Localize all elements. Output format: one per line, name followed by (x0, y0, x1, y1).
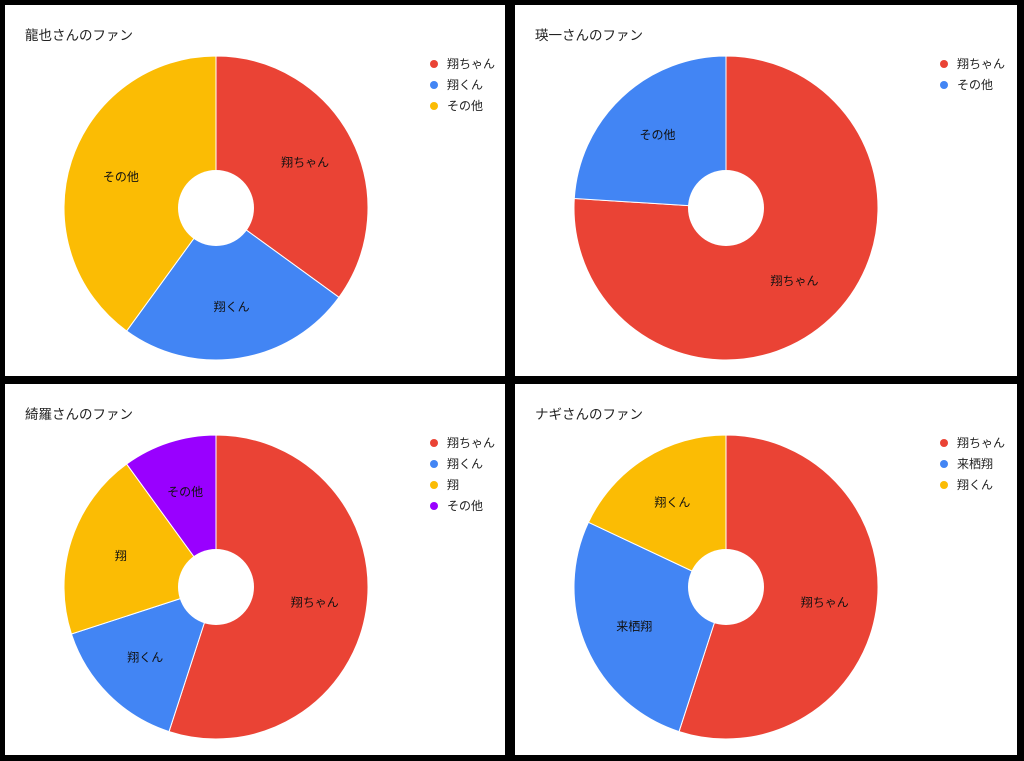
donut-hole (688, 549, 764, 625)
chart-legend: 翔ちゃん 来栖翔 翔くん (940, 432, 1005, 495)
pie-slice (587, 434, 727, 588)
slice-label: 翔くん (127, 651, 163, 665)
legend-dot (940, 80, 948, 89)
legend-label: 翔くん (447, 78, 484, 92)
legend-label: 翔ちゃん (957, 436, 1006, 450)
legend-item: 翔ちゃん (430, 432, 495, 453)
legend-label: 翔ちゃん (957, 57, 1006, 71)
legend-dot (430, 101, 438, 110)
pie-slice (125, 434, 217, 589)
legend-label: 翔ちゃん (447, 57, 496, 71)
chart-panel-eiichi: 翔ちゃん その他 瑛一さんのファン 翔ちゃん その他 (515, 5, 1017, 376)
legend-label: その他 (447, 99, 484, 113)
chart-title: 龍也さんのファン (25, 28, 133, 44)
pie-slice (168, 434, 369, 740)
donut-hole (178, 549, 254, 625)
slice-label: 翔ちゃん (770, 274, 818, 288)
legend-item: 翔ちゃん (940, 432, 1005, 453)
legend-dot (430, 501, 438, 510)
pie-slice (70, 586, 217, 733)
legend-item: 翔 (430, 474, 495, 495)
legend-dot (430, 80, 438, 89)
pie-slice (573, 521, 727, 733)
legend-item: 翔くん (430, 74, 495, 95)
slice-label: 翔くん (654, 496, 690, 510)
chart-legend: 翔ちゃん その他 (940, 53, 1005, 95)
chart-panel-nagi: 翔ちゃん 来栖翔 翔くん ナギさんのファン 翔ちゃん 来栖翔 翔くん (515, 384, 1017, 755)
legend-dot (940, 480, 948, 489)
slice-label: 翔ちゃん (281, 156, 329, 170)
pie-slice (125, 207, 340, 361)
pie-slice (573, 55, 727, 209)
pie-slice (63, 463, 217, 635)
legend-item: 翔ちゃん (940, 53, 1005, 74)
pie-slice (678, 434, 879, 740)
slice-label: その他 (639, 128, 675, 142)
legend-dot (430, 480, 438, 489)
legend-label: 翔ちゃん (447, 436, 496, 450)
chart-legend: 翔ちゃん 翔くん 翔 その他 (430, 432, 495, 516)
legend-label: 翔くん (957, 478, 994, 492)
slice-label: 翔ちゃん (291, 596, 339, 610)
pie-chart-eiichi: 翔ちゃん その他 (573, 55, 879, 361)
legend-item: その他 (430, 95, 495, 116)
legend-item: 翔くん (430, 453, 495, 474)
slice-label: その他 (103, 170, 139, 184)
slice-label: 翔くん (214, 300, 250, 314)
legend-dot (940, 59, 948, 68)
legend-item: 翔ちゃん (430, 53, 495, 74)
legend-label: 翔 (447, 478, 460, 492)
legend-label: 翔くん (447, 457, 484, 471)
chart-title: 綺羅さんのファン (25, 407, 133, 423)
chart-title: 瑛一さんのファン (535, 28, 643, 44)
pie-slice (215, 55, 369, 299)
chart-title: ナギさんのファン (535, 407, 643, 423)
slice-label: 翔 (115, 549, 127, 563)
legend-label: 来栖翔 (957, 457, 994, 471)
legend-dot (430, 59, 438, 68)
legend-item: その他 (940, 74, 1005, 95)
legend-label: その他 (957, 78, 994, 92)
legend-label: その他 (447, 499, 484, 513)
legend-item: 来栖翔 (940, 453, 1005, 474)
legend-item: 翔くん (940, 474, 1005, 495)
chart-panel-kira: 翔ちゃん 翔くん翔その他 綺羅さんのファン 翔ちゃん 翔くん 翔 その他 (5, 384, 505, 755)
donut-hole (178, 170, 254, 246)
legend-dot (940, 438, 948, 447)
legend-dot (430, 459, 438, 468)
chart-legend: 翔ちゃん 翔くん その他 (430, 53, 495, 116)
pie-slice (573, 55, 879, 361)
pie-slice (63, 55, 217, 332)
chart-panel-tatsuya: 翔ちゃん 翔くん その他 龍也さんのファン 翔ちゃん 翔くん その他 (5, 5, 505, 376)
donut-hole (688, 170, 764, 246)
slice-label: その他 (167, 485, 203, 499)
slice-label: 来栖翔 (616, 619, 652, 634)
slice-label: 翔ちゃん (801, 596, 849, 610)
legend-dot (430, 438, 438, 447)
legend-item: その他 (430, 495, 495, 516)
legend-dot (940, 459, 948, 468)
